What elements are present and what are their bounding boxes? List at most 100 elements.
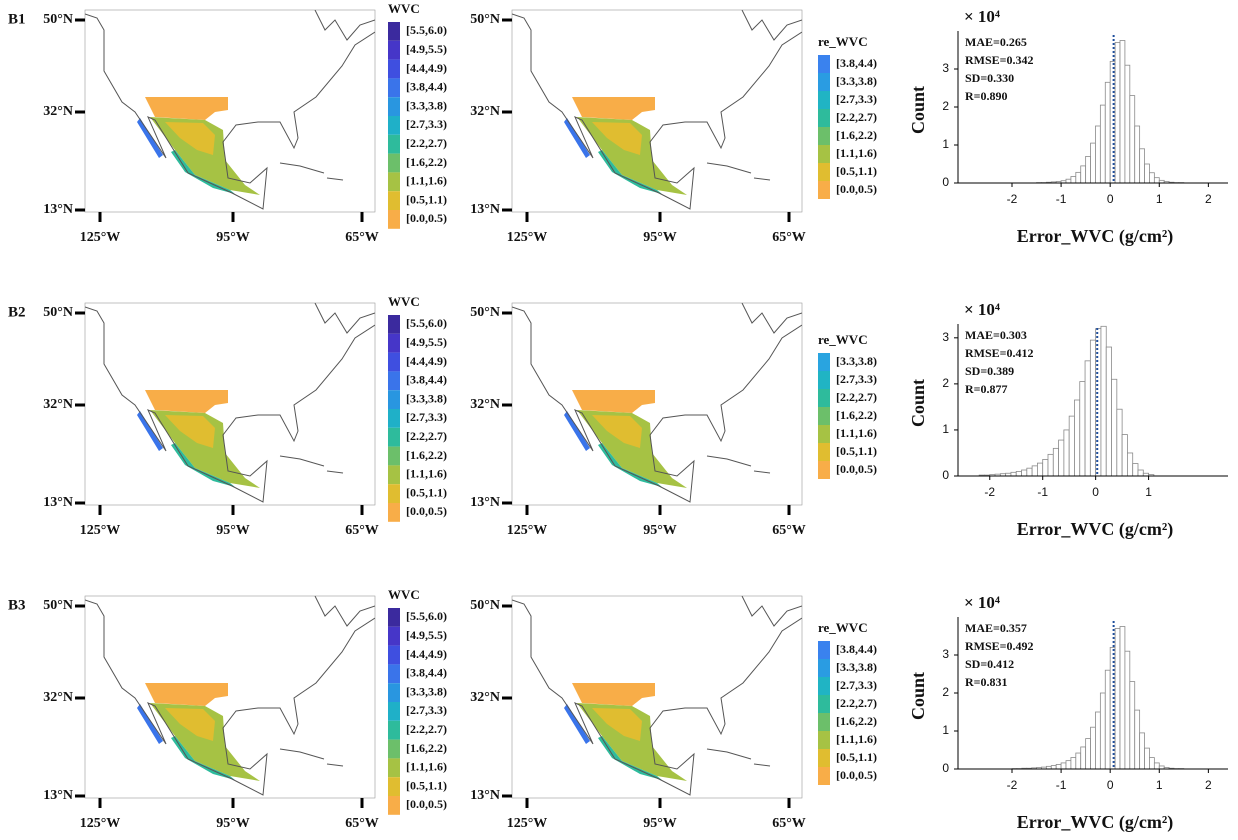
- legend-label: [3.8,4.4): [836, 56, 877, 70]
- bar: [1042, 459, 1049, 477]
- x-axis-label: Error_WVC (g/cm²): [1017, 519, 1174, 540]
- legend-swatch: [818, 145, 830, 163]
- lon-label: 125°W: [507, 523, 548, 538]
- lat-label: 32°N: [470, 397, 500, 412]
- map: [85, 303, 375, 503]
- legend-swatch: [818, 443, 830, 461]
- bar: [1090, 142, 1096, 184]
- bar: [1075, 752, 1082, 770]
- legend-label: [2.2,2.7): [406, 429, 447, 443]
- lat-label: 32°N: [470, 690, 500, 705]
- bar: [1134, 709, 1141, 770]
- legend-label: [4.4,4.9): [406, 61, 447, 75]
- bar: [1095, 711, 1101, 770]
- y-tick-label: 0: [942, 468, 949, 482]
- legend-label: [2.2,2.7): [406, 722, 447, 736]
- bar: [1015, 470, 1022, 477]
- legend-swatch: [388, 664, 400, 684]
- annotation: MAE=0.357: [965, 621, 1027, 635]
- legend-swatch: [388, 503, 400, 522]
- lon-label: 65°W: [345, 523, 379, 538]
- legend-swatch: [388, 645, 400, 665]
- bar: [1134, 125, 1141, 184]
- bar: [1031, 465, 1038, 477]
- legend-title: re_WVC: [818, 620, 868, 635]
- lat-label: 32°N: [470, 104, 500, 119]
- lon-label: 125°W: [80, 816, 121, 831]
- legend-label: [0.0,0.5): [406, 797, 447, 811]
- lat-label: 13°N: [470, 788, 500, 803]
- legend-label: [0.0,0.5): [836, 768, 877, 782]
- map: [85, 596, 375, 796]
- bar: [1119, 40, 1126, 184]
- legend-label: [4.4,4.9): [406, 647, 447, 661]
- x-tick-label: 1: [1145, 485, 1152, 499]
- bar: [1090, 726, 1096, 770]
- legend-label: [0.0,0.5): [406, 504, 447, 518]
- legend-swatch: [818, 713, 830, 731]
- lat-label: 50°N: [470, 12, 500, 27]
- legend-swatch: [388, 683, 400, 702]
- legend-label: [5.5,6.0): [406, 609, 447, 623]
- bar: [1060, 762, 1067, 770]
- bar: [1075, 171, 1082, 184]
- legend-swatch: [388, 134, 400, 154]
- legend-label: [1.6,2.2): [406, 448, 447, 462]
- legend-swatch: [818, 731, 830, 749]
- bar: [1026, 467, 1033, 477]
- map: [512, 596, 802, 796]
- legend-swatch: [388, 210, 400, 229]
- y-tick-label: 1: [942, 723, 949, 737]
- bar: [1058, 439, 1065, 477]
- bar: [1070, 757, 1077, 770]
- legend-swatch: [388, 22, 400, 41]
- x-tick-label: 0: [1107, 778, 1114, 792]
- bar: [1153, 177, 1160, 184]
- bar: [1114, 628, 1121, 770]
- legend-label: [1.1,1.6): [406, 467, 447, 481]
- bar: [1021, 469, 1028, 477]
- annotation: RMSE=0.412: [965, 346, 1034, 360]
- bar: [1121, 434, 1128, 477]
- legend-swatch: [388, 352, 400, 372]
- x-tick-label: 2: [1205, 778, 1212, 792]
- legend-label: [2.2,2.7): [406, 136, 447, 150]
- panel-label: B2: [8, 304, 26, 320]
- bar: [1089, 339, 1097, 477]
- legend-label: [0.5,1.1): [836, 164, 877, 178]
- legend-label: [0.0,0.5): [836, 462, 877, 476]
- legend-label: [1.1,1.6): [406, 760, 447, 774]
- legend-swatch: [818, 749, 830, 767]
- x-tick-label: -2: [1007, 778, 1018, 792]
- panel-label: B1: [8, 11, 26, 27]
- bar: [1124, 650, 1131, 770]
- legend-swatch: [818, 109, 830, 127]
- legend-label: [0.5,1.1): [836, 444, 877, 458]
- y-tick-label: 3: [942, 330, 949, 344]
- bar: [1070, 176, 1077, 184]
- bar: [1111, 378, 1118, 477]
- legend-label: [0.5,1.1): [406, 192, 447, 206]
- legend-label: [5.5,6.0): [406, 316, 447, 330]
- legend-label: [4.9,5.5): [406, 335, 447, 349]
- bar: [1085, 738, 1091, 770]
- annotation: R=0.831: [965, 675, 1008, 689]
- annotation: R=0.877: [965, 382, 1008, 396]
- lon-label: 95°W: [643, 816, 677, 831]
- legend-swatch: [388, 465, 400, 485]
- legend-label: [3.3,3.8): [836, 660, 877, 674]
- legend-swatch: [818, 73, 830, 91]
- legend-swatch: [818, 695, 830, 713]
- bar: [1105, 346, 1112, 477]
- x-tick-label: -1: [1056, 778, 1067, 792]
- y-axis-label: Count: [908, 86, 928, 134]
- bar: [1104, 81, 1111, 184]
- x-tick-label: 1: [1156, 192, 1163, 206]
- x-tick-label: 2: [1205, 192, 1212, 206]
- legend-title: re_WVC: [818, 34, 868, 49]
- legend-swatch: [388, 172, 400, 192]
- legend-label: [4.9,5.5): [406, 42, 447, 56]
- legend-label: [0.5,1.1): [406, 485, 447, 499]
- multiplier-label: × 10⁴: [964, 300, 1000, 319]
- legend-swatch: [388, 608, 400, 627]
